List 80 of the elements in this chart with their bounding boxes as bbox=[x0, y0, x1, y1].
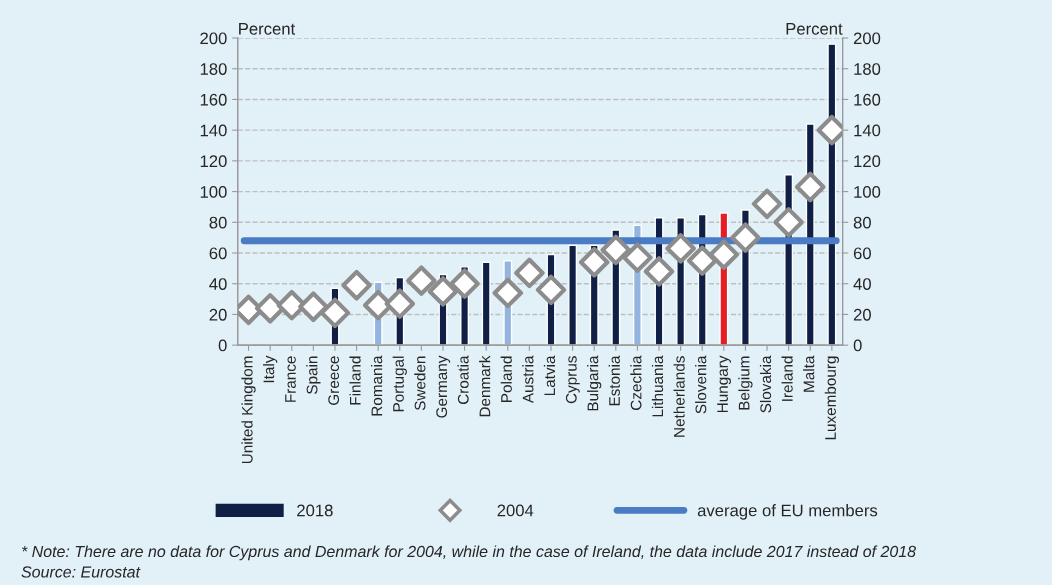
y-tick-label: 120 bbox=[200, 155, 227, 168]
legend-label: 2004 bbox=[497, 504, 534, 517]
x-tick-label: Italy bbox=[263, 355, 278, 383]
point bbox=[730, 222, 761, 253]
x-tick-label: Lithuania bbox=[651, 355, 664, 417]
x-tick-label: Croatia bbox=[457, 355, 469, 405]
x-tick-label: Bulgaria bbox=[587, 355, 602, 411]
point bbox=[708, 239, 740, 270]
y-tick-label: 180 bbox=[200, 63, 227, 75]
x-tick-label: Ireland bbox=[781, 356, 793, 401]
x-tick-label: Hungary bbox=[717, 355, 731, 413]
x-tick-label: Cyprus bbox=[565, 356, 580, 404]
x-tick-label: France bbox=[285, 356, 296, 402]
y-tick-label: 60 bbox=[209, 247, 227, 260]
y-tick-label: 80 bbox=[209, 216, 227, 229]
point bbox=[686, 245, 718, 276]
y2-tick-label: 120 bbox=[854, 155, 881, 168]
point bbox=[773, 207, 804, 238]
x-tick-label: Denmark bbox=[479, 355, 491, 417]
x-tick-label: Spain bbox=[306, 356, 321, 394]
y2-tick-label: 180 bbox=[854, 63, 881, 75]
x-tick-label: Portugal bbox=[392, 356, 407, 412]
source-note: Source: Eurostat bbox=[21, 566, 141, 578]
point bbox=[298, 291, 329, 323]
y2-tick-label: 80 bbox=[853, 216, 871, 229]
x-tick-label: United Kingdom bbox=[241, 356, 256, 464]
x-tick-label: Luxembourg bbox=[824, 356, 839, 440]
point bbox=[794, 171, 826, 203]
point bbox=[535, 274, 567, 306]
point bbox=[492, 277, 524, 309]
point bbox=[319, 297, 351, 329]
y-tick-label: 140 bbox=[200, 124, 227, 137]
x-tick-label: Germany bbox=[436, 355, 451, 418]
y-tick-label: 20 bbox=[209, 308, 227, 321]
y2-tick-label: 160 bbox=[854, 93, 881, 106]
y-axis-title: Percent bbox=[239, 23, 296, 35]
y2-tick-label: 60 bbox=[853, 247, 871, 260]
x-tick-label: Sweden bbox=[414, 356, 426, 411]
bar bbox=[568, 244, 578, 346]
point bbox=[449, 268, 480, 299]
x-tick-label: Slovakia bbox=[759, 355, 772, 413]
y-tick-label: 200 bbox=[200, 32, 227, 45]
point bbox=[751, 188, 783, 220]
x-tick-label: Greece bbox=[328, 356, 340, 405]
point bbox=[600, 234, 632, 266]
x-tick-label: Austria bbox=[522, 355, 534, 404]
y-tick-label: 0 bbox=[218, 339, 227, 352]
y2-tick-label: 0 bbox=[853, 339, 862, 352]
x-tick-label: Netherlands bbox=[673, 356, 685, 437]
point bbox=[665, 233, 696, 264]
y2-tick-label: 20 bbox=[853, 308, 871, 321]
legend-label: 2018 bbox=[297, 504, 333, 517]
y2-tick-label: 140 bbox=[854, 124, 881, 137]
y2-tick-label: 200 bbox=[853, 32, 881, 45]
text: * Note: There are no data for Cyprus and Denmark for 2004, while in the case of Ireland, the data include 2017 instead of 2018 bbox=[21, 545, 916, 561]
y2-tick-label: 40 bbox=[853, 278, 871, 290]
point bbox=[406, 265, 437, 296]
legend-label: average of EU members bbox=[697, 504, 878, 520]
x-tick-label: Latvia bbox=[543, 355, 556, 396]
point bbox=[643, 256, 675, 287]
x-tick-label: Romania bbox=[371, 355, 383, 416]
y2-axis-title: Percent bbox=[786, 23, 843, 35]
x-tick-label: Estonia bbox=[608, 355, 620, 406]
point bbox=[578, 246, 610, 278]
y-tick-label: 160 bbox=[200, 93, 227, 106]
y-tick-label: 100 bbox=[200, 185, 227, 198]
point bbox=[514, 257, 545, 289]
x-tick-label: Finland bbox=[349, 356, 361, 405]
point bbox=[384, 288, 416, 319]
x-tick-label: Malta bbox=[803, 355, 815, 392]
bar bbox=[481, 261, 491, 346]
y-tick-label: 40 bbox=[209, 278, 227, 290]
y2-tick-label: 100 bbox=[854, 185, 881, 198]
x-tick-label: Poland bbox=[500, 356, 512, 402]
x-tick-label: Slovenia bbox=[695, 355, 707, 414]
x-tick-label: Czechia bbox=[630, 355, 642, 410]
point bbox=[427, 276, 459, 307]
point bbox=[341, 269, 372, 301]
x-tick-label: Belgium bbox=[738, 356, 753, 410]
point bbox=[622, 242, 653, 273]
